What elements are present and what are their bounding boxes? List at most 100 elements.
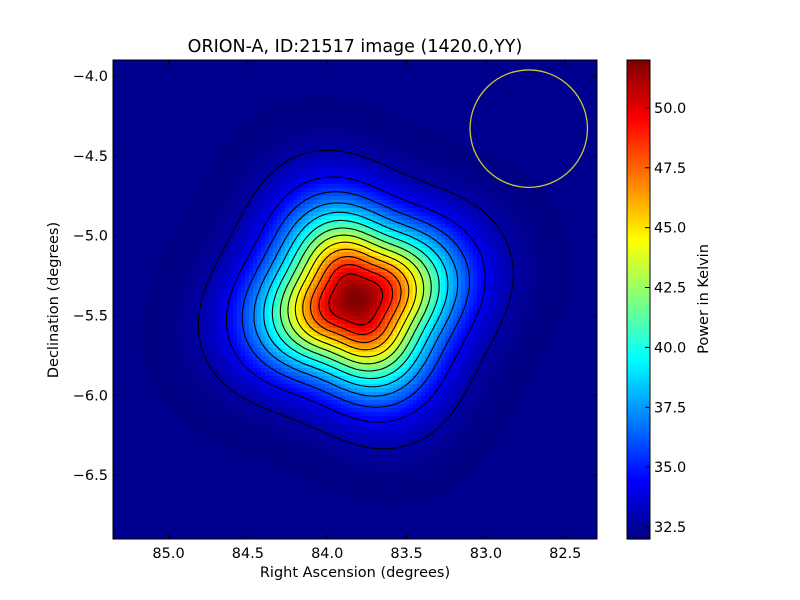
heatmap-cell bbox=[245, 272, 250, 277]
heatmap-cell bbox=[229, 296, 234, 301]
heatmap-cell bbox=[497, 296, 502, 301]
heatmap-cell bbox=[481, 288, 486, 293]
heatmap-cell bbox=[225, 208, 230, 213]
heatmap-cell bbox=[421, 196, 426, 201]
heatmap-cell bbox=[297, 180, 302, 185]
heatmap-cell bbox=[213, 204, 218, 209]
heatmap-cell bbox=[501, 192, 506, 197]
heatmap-cell bbox=[505, 164, 510, 169]
heatmap-cell bbox=[493, 172, 498, 177]
heatmap-cell bbox=[441, 308, 446, 313]
heatmap-cell bbox=[313, 172, 318, 177]
heatmap-cell bbox=[565, 248, 570, 253]
heatmap-cell bbox=[489, 256, 494, 261]
heatmap-cell bbox=[245, 204, 250, 209]
heatmap-cell bbox=[189, 204, 194, 209]
heatmap-cell bbox=[509, 264, 514, 269]
heatmap-cell bbox=[281, 168, 286, 173]
heatmap-cell bbox=[149, 316, 154, 321]
heatmap-cell bbox=[389, 156, 394, 161]
heatmap-cell bbox=[489, 212, 494, 217]
heatmap-cell bbox=[441, 156, 446, 161]
heatmap-cell bbox=[209, 180, 214, 185]
heatmap-cell bbox=[333, 288, 338, 293]
heatmap-cell bbox=[233, 184, 238, 189]
heatmap-cell bbox=[545, 244, 550, 249]
heatmap-cell bbox=[449, 156, 454, 161]
heatmap-cell bbox=[197, 188, 202, 193]
heatmap-cell bbox=[433, 244, 438, 249]
heatmap-cell bbox=[381, 152, 386, 157]
heatmap-cell bbox=[437, 168, 442, 173]
heatmap-cell bbox=[477, 164, 482, 169]
heatmap-cell bbox=[405, 232, 410, 237]
heatmap-cell bbox=[237, 136, 242, 141]
heatmap-cell bbox=[565, 284, 570, 289]
heatmap-cell bbox=[361, 196, 366, 201]
heatmap-cell bbox=[177, 336, 182, 341]
heatmap-cell bbox=[441, 220, 446, 225]
heatmap-cell bbox=[285, 280, 290, 285]
heatmap-cell bbox=[293, 280, 298, 285]
heatmap-cell bbox=[225, 260, 230, 265]
heatmap-cell bbox=[429, 248, 434, 253]
heatmap-cell bbox=[393, 124, 398, 129]
heatmap-cell bbox=[249, 176, 254, 181]
heatmap-cell bbox=[553, 220, 558, 225]
heatmap-cell bbox=[177, 300, 182, 305]
heatmap-cell bbox=[445, 260, 450, 265]
heatmap-cell bbox=[469, 220, 474, 225]
heatmap-cell bbox=[453, 240, 458, 245]
heatmap-cell bbox=[561, 268, 566, 273]
heatmap-cell bbox=[321, 200, 326, 205]
heatmap-cell bbox=[213, 332, 218, 337]
heatmap-cell bbox=[549, 276, 554, 281]
heatmap-cell bbox=[397, 220, 402, 225]
heatmap-cell bbox=[393, 328, 398, 333]
heatmap-cell bbox=[357, 256, 362, 261]
heatmap-cell bbox=[229, 336, 234, 341]
heatmap-cell bbox=[417, 244, 422, 249]
heatmap-cell bbox=[377, 180, 382, 185]
heatmap-cell bbox=[193, 296, 198, 301]
heatmap-cell bbox=[485, 256, 490, 261]
heatmap-cell bbox=[157, 308, 162, 313]
heatmap-cell bbox=[553, 280, 558, 285]
heatmap-cell bbox=[449, 140, 454, 145]
heatmap-cell bbox=[253, 180, 258, 185]
heatmap-cell bbox=[313, 316, 318, 321]
heatmap-cell bbox=[169, 284, 174, 289]
heatmap-cell bbox=[549, 324, 554, 329]
heatmap-cell bbox=[501, 260, 506, 265]
heatmap-cell bbox=[453, 280, 458, 285]
heatmap-cell bbox=[473, 216, 478, 221]
heatmap-cell bbox=[229, 208, 234, 213]
heatmap-cell bbox=[333, 316, 338, 321]
heatmap-cell bbox=[381, 312, 386, 317]
heatmap-cell bbox=[181, 260, 186, 265]
heatmap-cell bbox=[305, 312, 310, 317]
heatmap-cell bbox=[189, 280, 194, 285]
heatmap-cell bbox=[241, 312, 246, 317]
heatmap-cell bbox=[313, 144, 318, 149]
heatmap-cell bbox=[269, 184, 274, 189]
heatmap-cell bbox=[309, 148, 314, 153]
heatmap-cell bbox=[405, 216, 410, 221]
heatmap-cell bbox=[273, 296, 278, 301]
heatmap-cell bbox=[421, 308, 426, 313]
heatmap-cell bbox=[393, 116, 398, 121]
heatmap-cell bbox=[489, 224, 494, 229]
heatmap-cell bbox=[365, 308, 370, 313]
heatmap-cell bbox=[349, 276, 354, 281]
heatmap-cell bbox=[333, 228, 338, 233]
heatmap-cell bbox=[389, 140, 394, 145]
heatmap-cell bbox=[357, 248, 362, 253]
heatmap-cell bbox=[381, 120, 386, 125]
heatmap-cell bbox=[377, 176, 382, 181]
heatmap-cell bbox=[557, 240, 562, 245]
heatmap-cell bbox=[481, 204, 486, 209]
heatmap-cell bbox=[369, 300, 374, 305]
heatmap-cell bbox=[541, 304, 546, 309]
heatmap-cell bbox=[245, 228, 250, 233]
heatmap-cell bbox=[249, 164, 254, 169]
